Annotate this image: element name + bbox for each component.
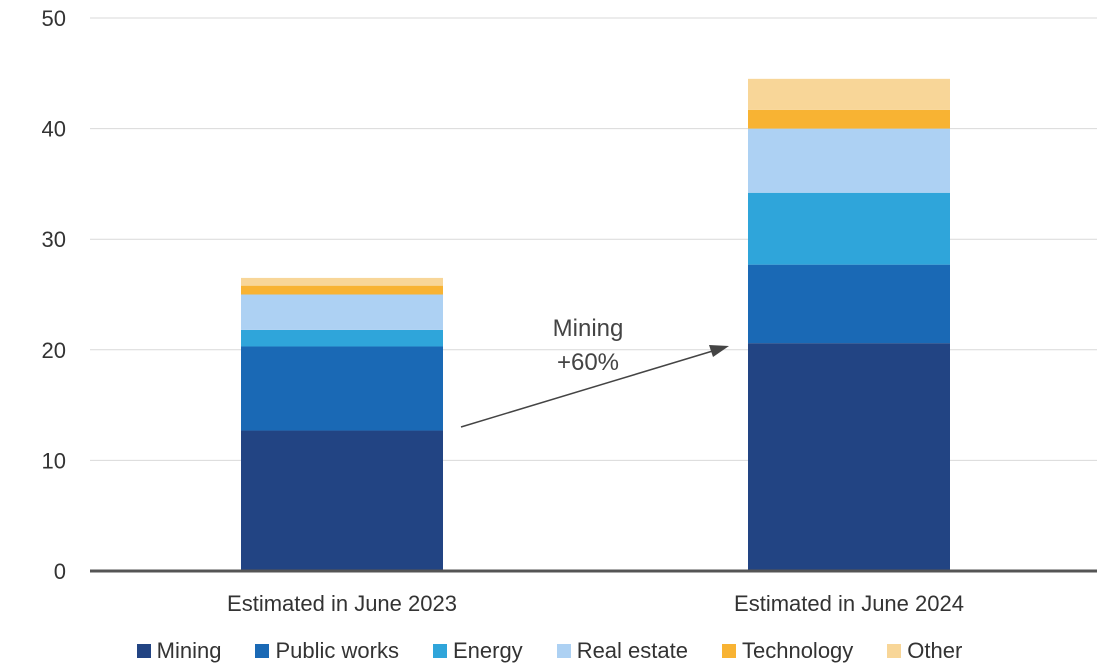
- bar-segment-real-estate: [748, 128, 950, 193]
- bar-segment-technology: [241, 285, 443, 295]
- legend-item: Energy: [432, 638, 523, 664]
- y-axis-ticks: 0 10 20 30 40 50: [42, 6, 66, 584]
- legend-label: Real estate: [576, 638, 688, 663]
- y-tick-label: 20: [42, 338, 66, 363]
- y-tick-label: 30: [42, 227, 66, 252]
- legend-swatch: [556, 644, 571, 658]
- bar-segment-public-works: [241, 346, 443, 431]
- bar-segment-other: [241, 277, 443, 286]
- legend: Mining Public works Energy Real estate Techn…: [0, 638, 1099, 664]
- y-tick-label: 50: [42, 6, 66, 31]
- legend-item: Real estate: [556, 638, 688, 664]
- bar-segment-other: [748, 78, 950, 110]
- annotation: Mining +60%: [460, 315, 729, 428]
- bar-segment-mining: [241, 430, 443, 571]
- legend-swatch: [721, 644, 736, 658]
- legend-label: Energy: [452, 638, 523, 663]
- legend-item: Mining: [136, 638, 222, 664]
- legend-label: Other: [907, 638, 963, 663]
- legend-swatch: [432, 644, 447, 658]
- y-tick-label: 40: [42, 117, 66, 142]
- bar-segment-technology: [748, 109, 950, 129]
- annotation-arrow-line: [460, 349, 717, 428]
- legend-label: Mining: [156, 638, 222, 663]
- legend-item: Other: [887, 638, 962, 664]
- y-tick-label: 0: [54, 559, 66, 584]
- bar-segment-public-works: [748, 264, 950, 344]
- bar-segment-real-estate: [241, 294, 443, 330]
- legend-label: Public works: [275, 638, 399, 663]
- legend-swatch: [136, 644, 151, 658]
- annotation-arrowhead: [709, 345, 729, 357]
- legend-item: Technology: [721, 638, 854, 664]
- legend-swatch: [887, 644, 902, 658]
- bar-segment-energy: [241, 329, 443, 347]
- legend-label: Technology: [741, 638, 854, 663]
- legend-item: Public works: [255, 638, 399, 664]
- annotation-label: Mining: [553, 315, 624, 342]
- y-tick-label: 10: [42, 448, 66, 473]
- x-category-label: Estimated in June 2024: [734, 591, 964, 616]
- legend-swatch: [255, 644, 270, 658]
- annotation-value: +60%: [557, 349, 619, 376]
- x-category-label: Estimated in June 2023: [227, 591, 457, 616]
- category-labels: Estimated in June 2023 Estimated in June …: [227, 591, 964, 616]
- bar-segment-mining: [748, 343, 950, 571]
- bars: [241, 78, 950, 571]
- bar-segment-energy: [748, 192, 950, 265]
